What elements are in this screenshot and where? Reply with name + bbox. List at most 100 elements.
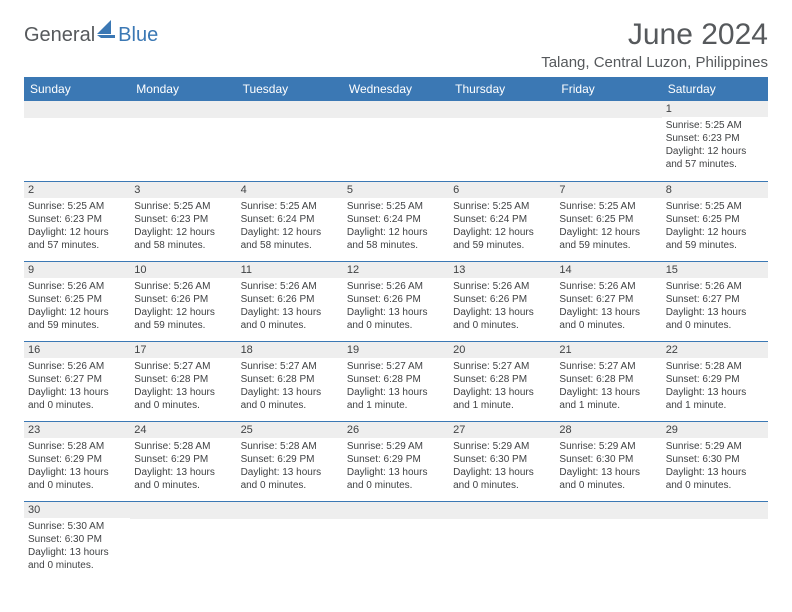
day-number: 24: [130, 422, 236, 438]
sunrise-text: Sunrise: 5:25 AM: [241, 200, 339, 213]
daylight-text: Daylight: 13 hours and 0 minutes.: [666, 306, 764, 332]
day-details: Sunrise: 5:26 AMSunset: 6:26 PMDaylight:…: [130, 278, 236, 334]
day-number: 8: [662, 182, 768, 198]
sunset-text: Sunset: 6:24 PM: [347, 213, 445, 226]
calendar-cell: [24, 101, 130, 181]
month-title: June 2024: [541, 18, 768, 52]
day-details: Sunrise: 5:28 AMSunset: 6:29 PMDaylight:…: [662, 358, 768, 414]
day-number: 17: [130, 342, 236, 358]
calendar-table: Sunday Monday Tuesday Wednesday Thursday…: [24, 77, 768, 581]
sunset-text: Sunset: 6:29 PM: [666, 373, 764, 386]
day-details: Sunrise: 5:27 AMSunset: 6:28 PMDaylight:…: [237, 358, 343, 414]
calendar-cell: 8Sunrise: 5:25 AMSunset: 6:25 PMDaylight…: [662, 181, 768, 261]
calendar-week-row: 23Sunrise: 5:28 AMSunset: 6:29 PMDayligh…: [24, 421, 768, 501]
day-header: Wednesday: [343, 77, 449, 101]
sunrise-text: Sunrise: 5:27 AM: [134, 360, 232, 373]
day-header: Monday: [130, 77, 236, 101]
sunrise-text: Sunrise: 5:26 AM: [559, 280, 657, 293]
sunrise-text: Sunrise: 5:28 AM: [241, 440, 339, 453]
calendar-cell: [237, 101, 343, 181]
calendar-week-row: 30Sunrise: 5:30 AMSunset: 6:30 PMDayligh…: [24, 501, 768, 581]
calendar-cell: [130, 501, 236, 581]
day-number: 16: [24, 342, 130, 358]
calendar-cell: 20Sunrise: 5:27 AMSunset: 6:28 PMDayligh…: [449, 341, 555, 421]
daylight-text: Daylight: 13 hours and 1 minute.: [559, 386, 657, 412]
day-details: Sunrise: 5:28 AMSunset: 6:29 PMDaylight:…: [130, 438, 236, 494]
day-details: Sunrise: 5:26 AMSunset: 6:26 PMDaylight:…: [343, 278, 449, 334]
daylight-text: Daylight: 13 hours and 0 minutes.: [134, 386, 232, 412]
calendar-cell: 23Sunrise: 5:28 AMSunset: 6:29 PMDayligh…: [24, 421, 130, 501]
daylight-text: Daylight: 12 hours and 59 minutes.: [559, 226, 657, 252]
sunset-text: Sunset: 6:30 PM: [666, 453, 764, 466]
day-details: Sunrise: 5:30 AMSunset: 6:30 PMDaylight:…: [24, 518, 130, 574]
daylight-text: Daylight: 13 hours and 0 minutes.: [28, 466, 126, 492]
calendar-cell: 3Sunrise: 5:25 AMSunset: 6:23 PMDaylight…: [130, 181, 236, 261]
logo-sail-icon: [97, 20, 117, 43]
sunset-text: Sunset: 6:24 PM: [453, 213, 551, 226]
daylight-text: Daylight: 12 hours and 59 minutes.: [28, 306, 126, 332]
daylight-text: Daylight: 12 hours and 58 minutes.: [134, 226, 232, 252]
day-details: Sunrise: 5:28 AMSunset: 6:29 PMDaylight:…: [24, 438, 130, 494]
sunset-text: Sunset: 6:30 PM: [453, 453, 551, 466]
day-details: Sunrise: 5:26 AMSunset: 6:27 PMDaylight:…: [555, 278, 661, 334]
sunrise-text: Sunrise: 5:25 AM: [347, 200, 445, 213]
day-number: [237, 101, 343, 118]
day-details: Sunrise: 5:26 AMSunset: 6:27 PMDaylight:…: [662, 278, 768, 334]
calendar-cell: [237, 501, 343, 581]
sunrise-text: Sunrise: 5:26 AM: [666, 280, 764, 293]
daylight-text: Daylight: 12 hours and 59 minutes.: [134, 306, 232, 332]
sunrise-text: Sunrise: 5:26 AM: [28, 280, 126, 293]
sunset-text: Sunset: 6:26 PM: [134, 293, 232, 306]
sunset-text: Sunset: 6:23 PM: [134, 213, 232, 226]
sunrise-text: Sunrise: 5:29 AM: [453, 440, 551, 453]
day-details: Sunrise: 5:25 AMSunset: 6:23 PMDaylight:…: [24, 198, 130, 254]
day-number: 2: [24, 182, 130, 198]
day-header: Tuesday: [237, 77, 343, 101]
day-number: [555, 101, 661, 118]
calendar-cell: 9Sunrise: 5:26 AMSunset: 6:25 PMDaylight…: [24, 261, 130, 341]
day-number: 25: [237, 422, 343, 438]
day-number: 1: [662, 101, 768, 117]
calendar-cell: 21Sunrise: 5:27 AMSunset: 6:28 PMDayligh…: [555, 341, 661, 421]
calendar-cell: 30Sunrise: 5:30 AMSunset: 6:30 PMDayligh…: [24, 501, 130, 581]
daylight-text: Daylight: 13 hours and 0 minutes.: [347, 466, 445, 492]
day-number: 7: [555, 182, 661, 198]
day-number: [130, 502, 236, 519]
day-number: 22: [662, 342, 768, 358]
sunset-text: Sunset: 6:28 PM: [559, 373, 657, 386]
calendar-cell: 28Sunrise: 5:29 AMSunset: 6:30 PMDayligh…: [555, 421, 661, 501]
day-details: Sunrise: 5:25 AMSunset: 6:25 PMDaylight:…: [555, 198, 661, 254]
day-details: Sunrise: 5:29 AMSunset: 6:30 PMDaylight:…: [662, 438, 768, 494]
day-number: 28: [555, 422, 661, 438]
day-number: [343, 502, 449, 519]
sunset-text: Sunset: 6:27 PM: [559, 293, 657, 306]
calendar-cell: [343, 501, 449, 581]
sunrise-text: Sunrise: 5:26 AM: [241, 280, 339, 293]
calendar-cell: 1Sunrise: 5:25 AMSunset: 6:23 PMDaylight…: [662, 101, 768, 181]
day-details: Sunrise: 5:25 AMSunset: 6:24 PMDaylight:…: [343, 198, 449, 254]
logo-text-general: General: [24, 24, 95, 47]
sunrise-text: Sunrise: 5:26 AM: [347, 280, 445, 293]
day-header: Saturday: [662, 77, 768, 101]
day-header-row: Sunday Monday Tuesday Wednesday Thursday…: [24, 77, 768, 101]
day-number: 4: [237, 182, 343, 198]
sunset-text: Sunset: 6:26 PM: [453, 293, 551, 306]
daylight-text: Daylight: 13 hours and 1 minute.: [453, 386, 551, 412]
day-number: 6: [449, 182, 555, 198]
logo-text-blue: Blue: [118, 24, 158, 47]
daylight-text: Daylight: 13 hours and 0 minutes.: [666, 466, 764, 492]
calendar-week-row: 16Sunrise: 5:26 AMSunset: 6:27 PMDayligh…: [24, 341, 768, 421]
calendar-week-row: 1Sunrise: 5:25 AMSunset: 6:23 PMDaylight…: [24, 101, 768, 181]
day-number: 10: [130, 262, 236, 278]
sunrise-text: Sunrise: 5:29 AM: [666, 440, 764, 453]
calendar-cell: 2Sunrise: 5:25 AMSunset: 6:23 PMDaylight…: [24, 181, 130, 261]
sunrise-text: Sunrise: 5:27 AM: [347, 360, 445, 373]
day-details: Sunrise: 5:25 AMSunset: 6:24 PMDaylight:…: [237, 198, 343, 254]
calendar-cell: 24Sunrise: 5:28 AMSunset: 6:29 PMDayligh…: [130, 421, 236, 501]
sunrise-text: Sunrise: 5:25 AM: [28, 200, 126, 213]
daylight-text: Daylight: 13 hours and 0 minutes.: [453, 306, 551, 332]
day-number: 27: [449, 422, 555, 438]
daylight-text: Daylight: 13 hours and 0 minutes.: [134, 466, 232, 492]
sunset-text: Sunset: 6:23 PM: [28, 213, 126, 226]
sunset-text: Sunset: 6:29 PM: [28, 453, 126, 466]
